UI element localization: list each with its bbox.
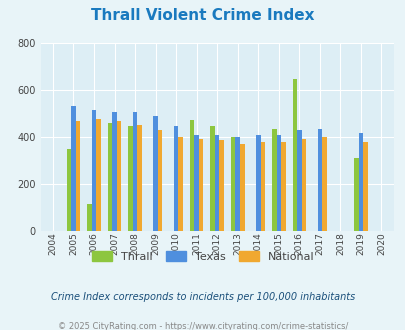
- Bar: [190, 120, 194, 231]
- Bar: [87, 204, 92, 231]
- Bar: [260, 142, 264, 231]
- Bar: [178, 137, 183, 231]
- Bar: [271, 129, 276, 231]
- Bar: [321, 137, 326, 231]
- Bar: [210, 126, 214, 231]
- Bar: [137, 125, 141, 231]
- Bar: [132, 112, 137, 231]
- Bar: [112, 112, 117, 231]
- Bar: [173, 126, 178, 231]
- Bar: [239, 145, 244, 231]
- Bar: [276, 135, 280, 231]
- Text: Crime Index corresponds to incidents per 100,000 inhabitants: Crime Index corresponds to incidents per…: [51, 292, 354, 302]
- Bar: [301, 139, 305, 231]
- Bar: [362, 142, 367, 231]
- Bar: [153, 116, 158, 231]
- Bar: [353, 158, 358, 231]
- Bar: [107, 123, 112, 231]
- Bar: [66, 149, 71, 231]
- Text: Thrall Violent Crime Index: Thrall Violent Crime Index: [91, 8, 314, 23]
- Bar: [235, 137, 239, 231]
- Bar: [296, 130, 301, 231]
- Bar: [158, 130, 162, 231]
- Bar: [256, 135, 260, 231]
- Bar: [96, 119, 100, 231]
- Bar: [214, 135, 219, 231]
- Bar: [230, 137, 235, 231]
- Bar: [198, 139, 203, 231]
- Bar: [292, 79, 296, 231]
- Text: © 2025 CityRating.com - https://www.cityrating.com/crime-statistics/: © 2025 CityRating.com - https://www.city…: [58, 322, 347, 330]
- Bar: [71, 106, 75, 231]
- Bar: [75, 121, 80, 231]
- Bar: [92, 110, 96, 231]
- Bar: [280, 142, 285, 231]
- Bar: [317, 129, 321, 231]
- Bar: [117, 121, 121, 231]
- Bar: [194, 135, 198, 231]
- Bar: [219, 140, 224, 231]
- Legend: Thrall, Texas, National: Thrall, Texas, National: [87, 247, 318, 267]
- Bar: [128, 126, 132, 231]
- Bar: [358, 133, 362, 231]
